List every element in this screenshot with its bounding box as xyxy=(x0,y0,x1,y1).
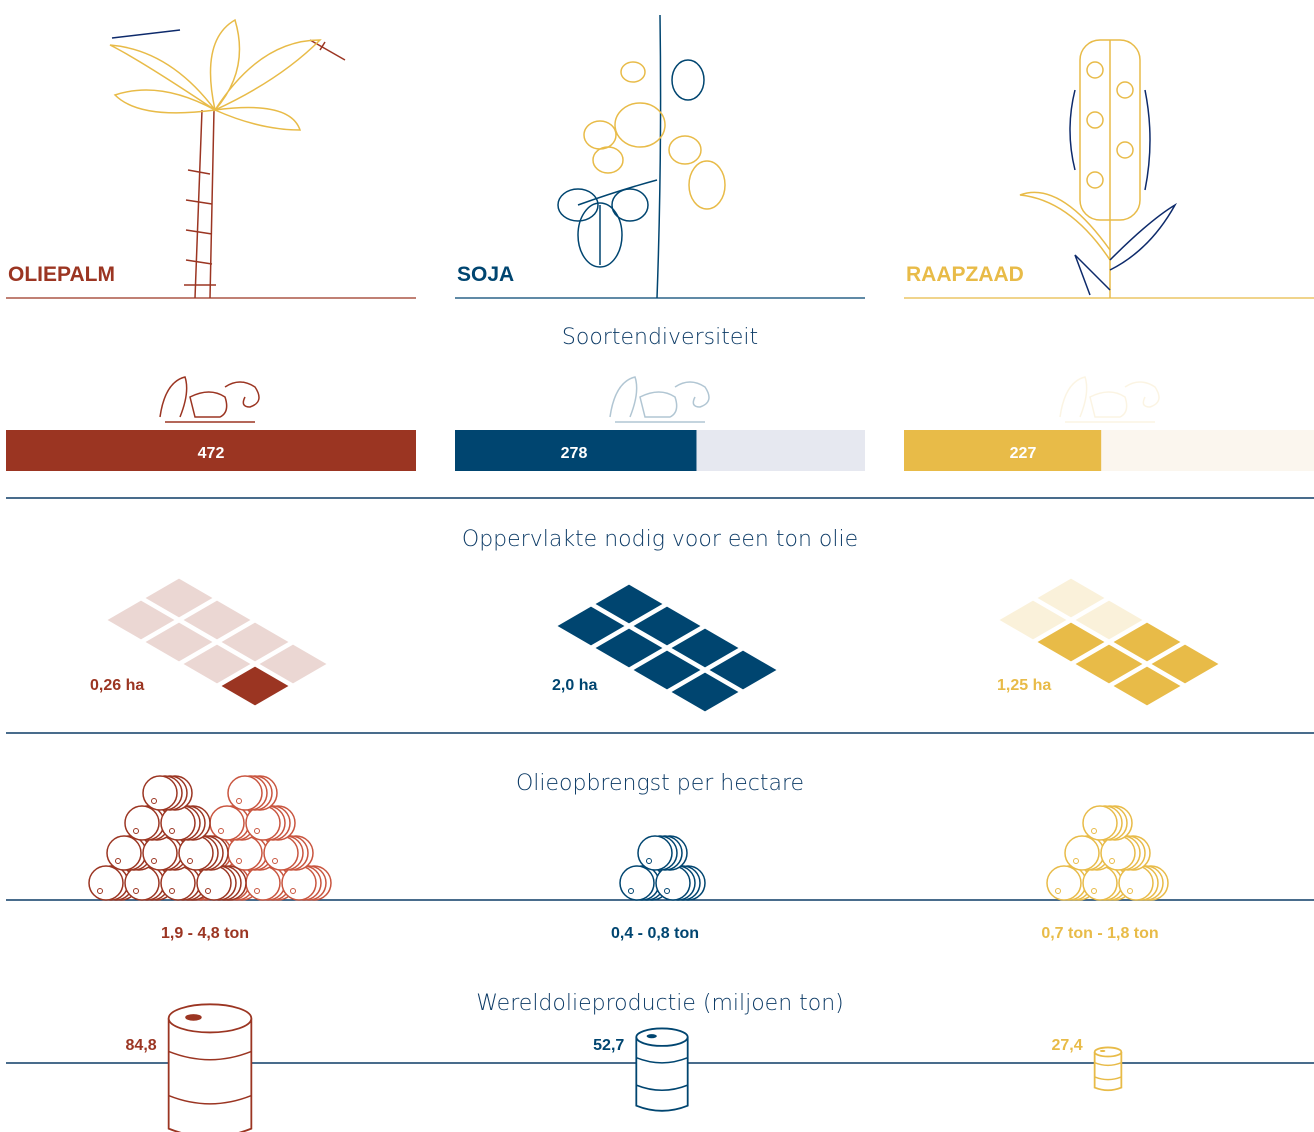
drum-face xyxy=(282,866,316,900)
animal-icon xyxy=(160,377,259,422)
palm-trunk xyxy=(184,40,345,298)
animals xyxy=(160,377,1159,422)
drum-face xyxy=(638,836,672,870)
yield-label: 1,9 - 4,8 ton xyxy=(161,925,249,942)
drum-face xyxy=(1083,866,1117,900)
bar xyxy=(904,430,1101,471)
drum-face xyxy=(1047,866,1081,900)
drum-face xyxy=(656,866,690,900)
yield-label: 0,7 ton - 1,8 ton xyxy=(1041,925,1158,942)
animal-icon xyxy=(1060,377,1159,422)
barrel-top xyxy=(1095,1047,1122,1056)
barrel-top xyxy=(169,1004,252,1032)
section-title: Oppervlakte nodig voor een ton olie xyxy=(462,527,858,552)
drum xyxy=(264,836,313,870)
barrel xyxy=(636,1028,687,1110)
drum-face xyxy=(107,836,141,870)
animal-icon xyxy=(610,377,709,422)
drum-face xyxy=(246,806,280,840)
infographic: OLIEPALM SOJA RAAPZAAD Soortendiversiteit Op… xyxy=(0,0,1314,1132)
crop-name: OLIEPALM xyxy=(8,263,115,286)
drum xyxy=(1119,866,1168,900)
yield-label: 0,4 - 0,8 ton xyxy=(611,925,699,942)
drum-face xyxy=(125,866,159,900)
drum-face xyxy=(143,776,177,810)
barrel xyxy=(1095,1047,1122,1090)
drum-face xyxy=(197,866,231,900)
drum-face xyxy=(143,836,177,870)
barrel-top xyxy=(636,1028,687,1045)
section-title: Wereldolieproductie (miljoen ton) xyxy=(476,991,844,1016)
drum xyxy=(246,806,295,840)
drum xyxy=(161,806,210,840)
drum-face xyxy=(246,866,280,900)
area-label: 2,0 ha xyxy=(552,677,597,694)
drum-face xyxy=(1119,866,1153,900)
drum xyxy=(282,866,331,900)
production-label: 52,7 xyxy=(593,1037,624,1054)
drum xyxy=(228,776,277,810)
drum xyxy=(638,836,687,870)
drum xyxy=(143,776,192,810)
barrel-body xyxy=(1095,1052,1122,1090)
drum-face xyxy=(228,836,262,870)
bar-label: 472 xyxy=(198,445,225,462)
drum xyxy=(179,836,228,870)
drum xyxy=(656,866,705,900)
drum-face xyxy=(620,866,654,900)
production-label: 27,4 xyxy=(1052,1037,1083,1054)
drum-face xyxy=(1083,806,1117,840)
area-label: 0,26 ha xyxy=(90,677,144,694)
crop-name: SOJA xyxy=(457,263,514,286)
drum-face xyxy=(264,836,298,870)
palm-leaf-dark xyxy=(112,30,180,38)
drum-face xyxy=(161,806,195,840)
barrel xyxy=(169,1004,252,1132)
drum-face xyxy=(179,836,213,870)
drum-face xyxy=(210,806,244,840)
drum-face xyxy=(1101,836,1135,870)
drum xyxy=(1083,806,1132,840)
soy-stem xyxy=(558,15,704,298)
barrel-cap xyxy=(1100,1050,1105,1052)
area-label: 1,25 ha xyxy=(997,677,1051,694)
section-title: Soortendiversiteit xyxy=(562,325,758,350)
drum xyxy=(197,866,246,900)
barrel-body xyxy=(169,1018,252,1132)
crop-name: RAAPZAAD xyxy=(906,263,1024,286)
bar-label: 278 xyxy=(561,445,588,462)
bar-label: 227 xyxy=(1010,445,1037,462)
barrel-cap xyxy=(185,1014,202,1021)
barrel-body xyxy=(636,1037,687,1111)
drum-face xyxy=(125,806,159,840)
barrel-cap xyxy=(647,1034,657,1038)
palm-leaves xyxy=(110,20,320,130)
illustrations xyxy=(110,15,1175,298)
drum-face xyxy=(161,866,195,900)
drum-face xyxy=(1065,836,1099,870)
section-title: Olieopbrengst per hectare xyxy=(516,771,804,796)
production-label: 84,8 xyxy=(126,1037,157,1054)
rapeseed-dark xyxy=(1070,90,1175,295)
drum xyxy=(1101,836,1150,870)
drum-face xyxy=(228,776,262,810)
drum-face xyxy=(89,866,123,900)
